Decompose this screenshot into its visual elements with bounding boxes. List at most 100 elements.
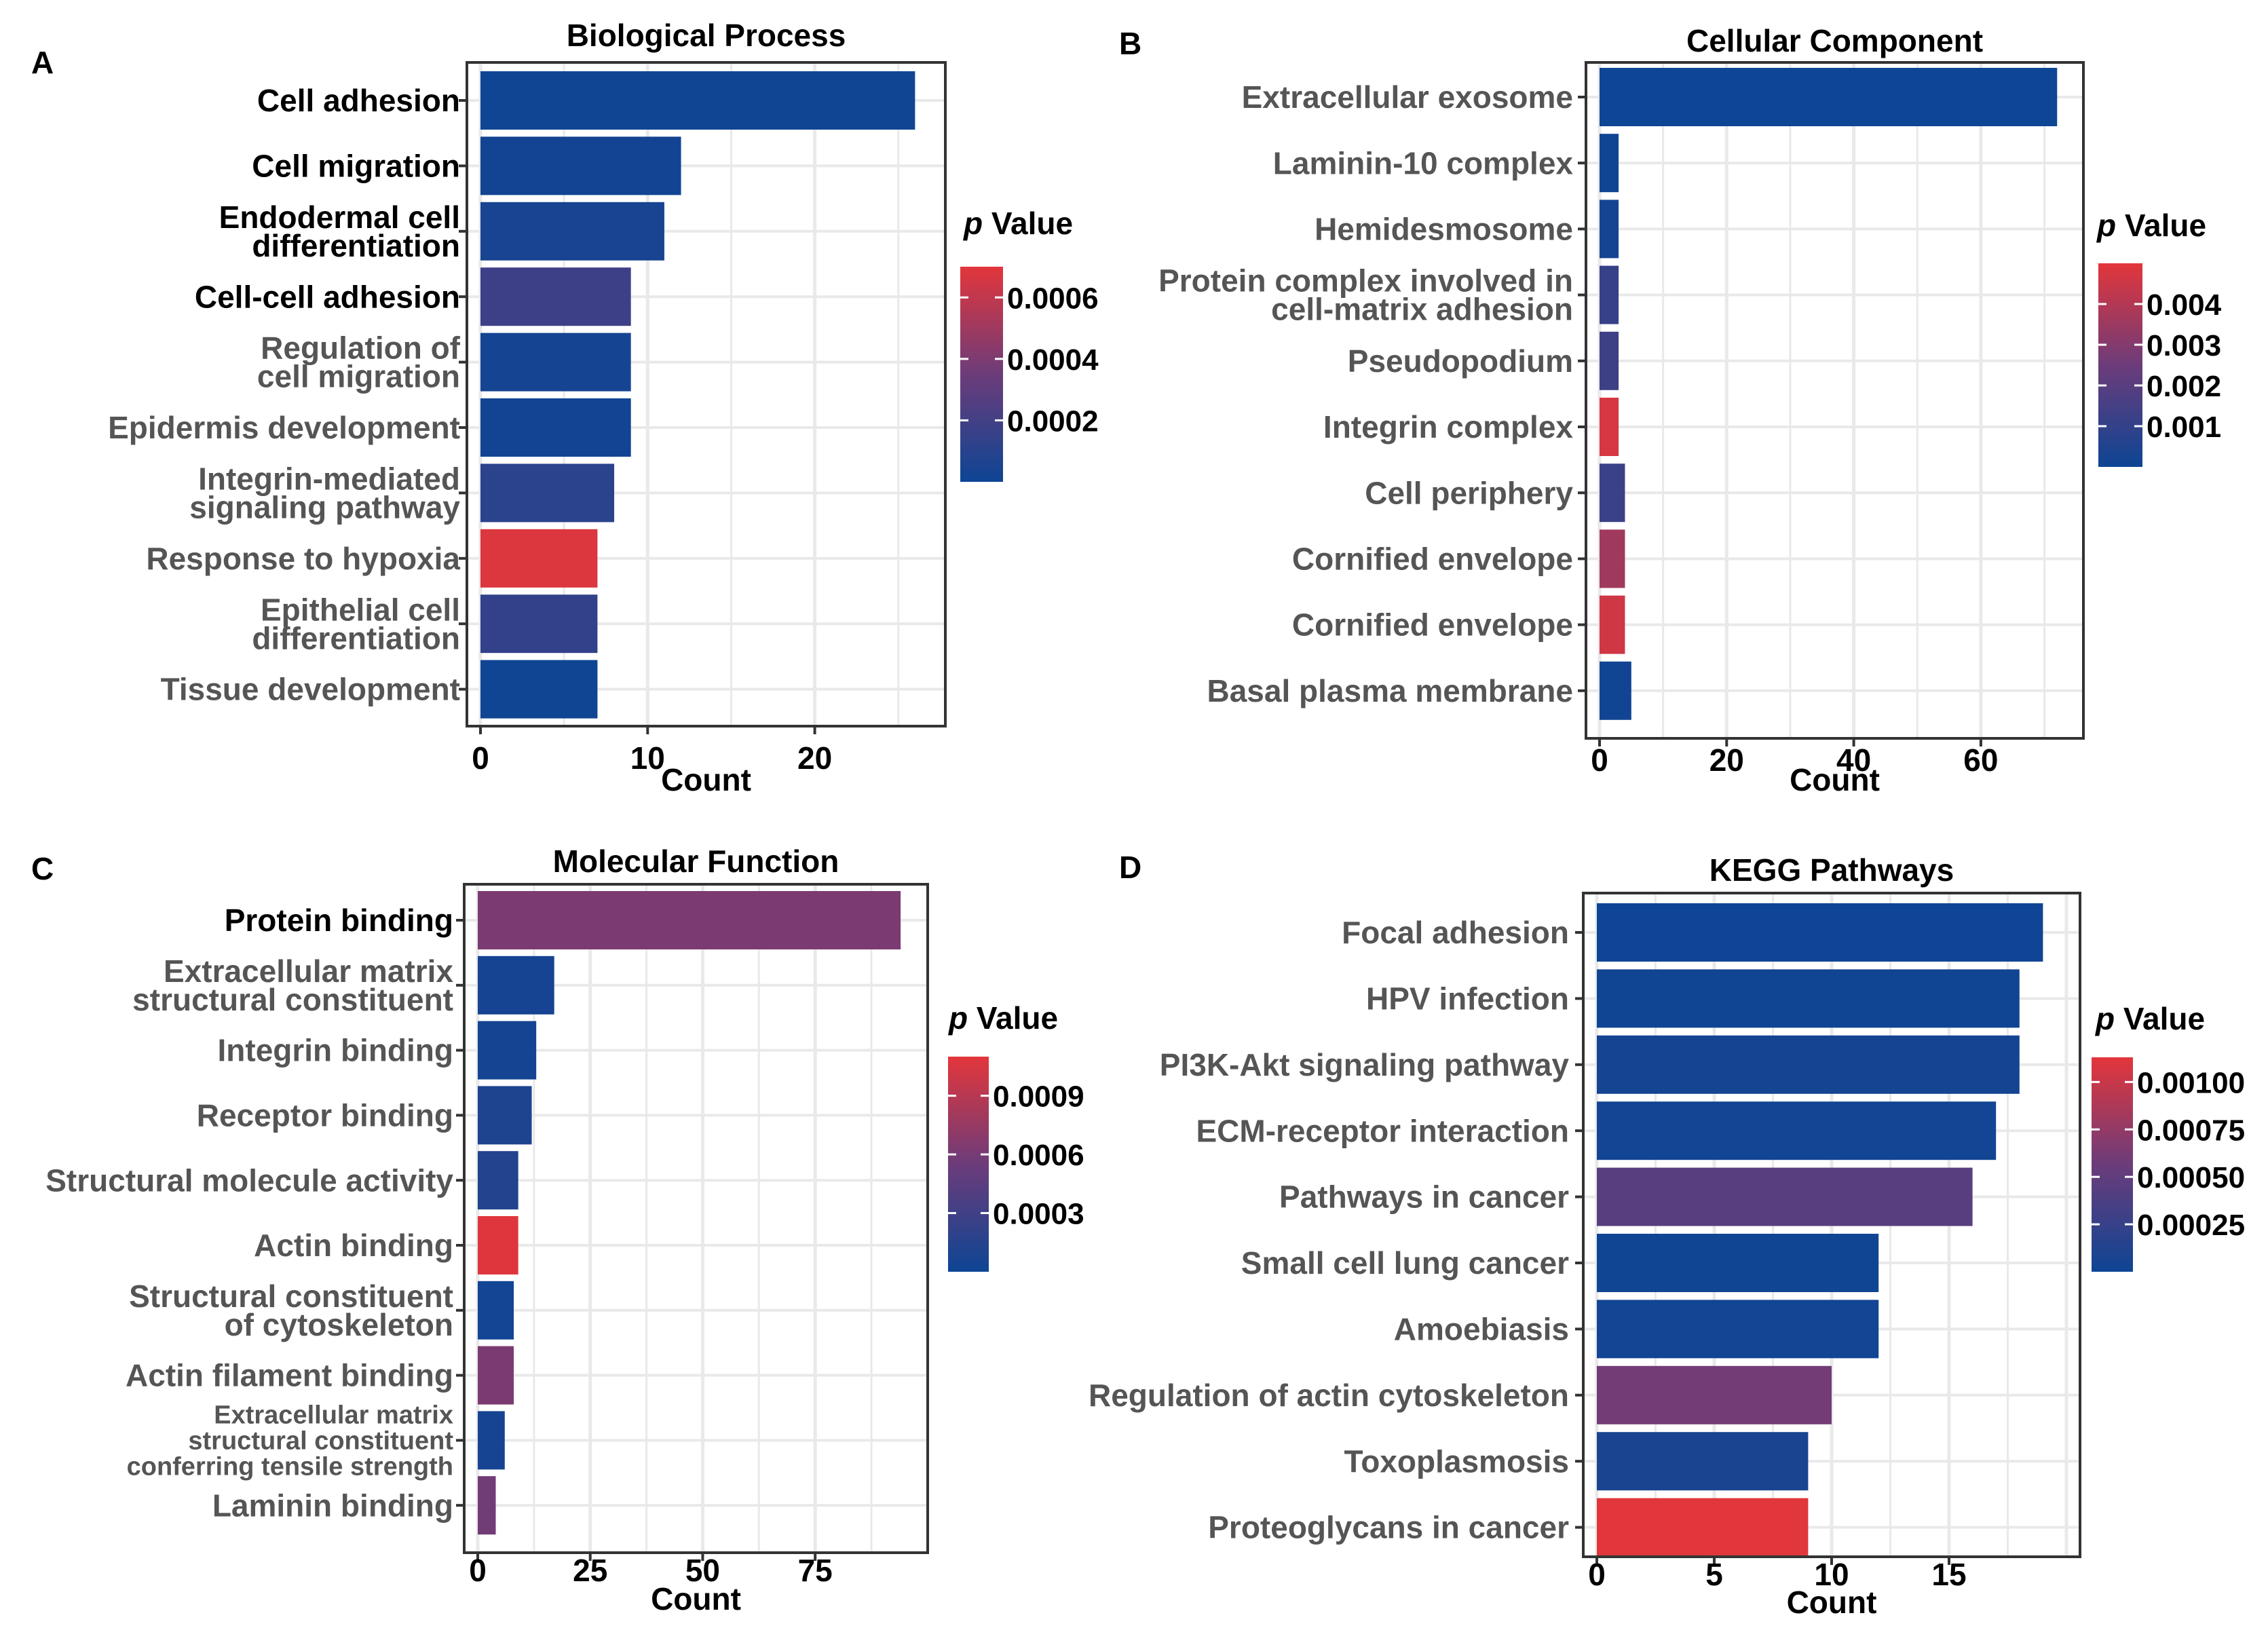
category-label-line: Focal adhesion: [1342, 915, 1569, 950]
category-label-line: Regulation of actin cytoskeleton: [1089, 1378, 1569, 1413]
category-label-line: Pathways in cancer: [1279, 1179, 1569, 1215]
category-label-line: Proteoglycans in cancer: [1208, 1510, 1569, 1545]
legend-tick-label: 0.00075: [2137, 1114, 2245, 1147]
category-label-line: HPV infection: [1366, 981, 1569, 1017]
bar: [478, 1346, 514, 1405]
category-label-line: Extracellular matrix: [164, 953, 453, 989]
category-label-line: cell-matrix adhesion: [1271, 292, 1573, 327]
x-axis-label: Count: [651, 1581, 741, 1616]
category-label: Receptor binding: [197, 1098, 453, 1133]
x-tick-label: 10: [1814, 1557, 1849, 1592]
bar: [1597, 1432, 1809, 1491]
bar: [478, 1216, 518, 1274]
category-label: Tissue development: [161, 672, 460, 707]
category-label-line: cell migration: [257, 359, 460, 394]
legend-title-rest: Value: [2116, 208, 2206, 243]
category-label: Cell adhesion: [257, 83, 460, 118]
x-axis-label: Count: [661, 762, 751, 797]
x-tick-label: 10: [630, 740, 665, 776]
bar: [1600, 134, 1619, 193]
category-label: Cell periphery: [1365, 475, 1573, 510]
category-label: Response to hypoxia: [146, 541, 460, 576]
legend-title-p: p: [947, 1000, 968, 1036]
bar: [480, 398, 631, 457]
bar: [480, 71, 915, 130]
category-label: Structural constituent of cytoskeleton: [129, 1279, 453, 1342]
bar: [478, 956, 554, 1015]
category-label: Structural molecule activity: [45, 1162, 453, 1198]
bar: [1600, 68, 2058, 126]
legend-colorbar: [960, 267, 1003, 482]
panel-a: A Biological Process Cell adhesion Cell mig…: [31, 18, 1099, 797]
bar: [1600, 595, 1625, 654]
category-label-line: ECM-receptor interaction: [1196, 1113, 1569, 1148]
x-tick-label: 5: [1705, 1557, 1723, 1592]
plot-frame: [466, 61, 947, 727]
legend-title: p Value: [2096, 208, 2206, 243]
category-label: Protein complex involved in cell-matrix a…: [1158, 263, 1573, 327]
category-label-line: signaling pathway: [189, 490, 460, 525]
bar: [1597, 1101, 1997, 1160]
x-tick-label: 20: [1709, 742, 1744, 778]
category-label: Actin binding: [254, 1228, 453, 1263]
category-label-line: Tissue development: [161, 672, 460, 707]
x-tick-label: 60: [1963, 742, 1998, 778]
bar: [1597, 1035, 2020, 1094]
legend-colorbar: [2092, 1057, 2133, 1272]
bar: [1600, 661, 1631, 720]
category-label: Pathways in cancer: [1279, 1179, 1569, 1215]
category-label: Cornified envelope: [1292, 607, 1573, 643]
panel-d: D KEGG Pathways Focal adhesion HPV infectio…: [1089, 850, 2245, 1620]
category-label-line: Actin filament binding: [126, 1358, 453, 1393]
x-tick-label: 50: [685, 1553, 720, 1588]
x-tick-label: 20: [797, 740, 832, 776]
legend-tick-label: 0.0009: [993, 1080, 1084, 1114]
legend-title-rest: Value: [968, 1000, 1058, 1036]
legend-title: p Value: [947, 1000, 1058, 1036]
bar: [1597, 1498, 1809, 1557]
legend-title: p Value: [2094, 1001, 2205, 1036]
category-label-line: Actin binding: [254, 1228, 453, 1263]
category-label-line: Laminin-10 complex: [1273, 145, 1574, 181]
category-label: Basal plasma membrane: [1207, 673, 1574, 708]
category-label-line: Pseudopodium: [1348, 343, 1573, 379]
panel-letter: A: [31, 45, 54, 80]
category-label-line: structural constituent: [132, 982, 453, 1017]
legend-tick-label: 0.0002: [1007, 404, 1099, 438]
x-tick-label: 0: [472, 740, 489, 776]
category-label-line: Cell migration: [252, 149, 460, 184]
category-label-line: Endodermal cell: [219, 200, 460, 235]
x-tick-label: 40: [1836, 742, 1871, 778]
category-label: Small cell lung cancer: [1241, 1245, 1569, 1281]
bar: [478, 1021, 537, 1080]
category-label-line: Integrin-mediated: [198, 461, 460, 497]
legend-tick-label: 0.00050: [2137, 1161, 2245, 1194]
x-tick-label: 0: [1591, 742, 1608, 778]
category-label: Extracellular matrix structural constitue…: [127, 1401, 454, 1481]
legend-tick-label: 0.003: [2147, 329, 2221, 362]
category-label-line: Cell-cell adhesion: [195, 279, 460, 314]
x-tick-label: 0: [469, 1553, 487, 1588]
category-label: Extracellular matrix structural constitue…: [132, 953, 453, 1017]
bar: [480, 267, 631, 326]
bar: [478, 891, 901, 949]
category-label-line: Laminin binding: [212, 1488, 453, 1523]
category-label: Cell-cell adhesion: [195, 279, 460, 314]
bar: [1600, 529, 1625, 588]
category-label-line: Small cell lung cancer: [1241, 1245, 1569, 1281]
category-label: PI3K-Akt signaling pathway: [1160, 1047, 1570, 1082]
panel-c: C Molecular Function Protein binding Extrac…: [31, 844, 1084, 1616]
category-label-line: Toxoplasmosis: [1344, 1443, 1569, 1479]
category-label: Epidermis development: [108, 410, 460, 445]
category-label: Endodermal cell differentiation: [219, 200, 460, 263]
bar: [480, 529, 598, 588]
legend-colorbar: [948, 1057, 989, 1272]
category-label: Regulation of actin cytoskeleton: [1089, 1378, 1569, 1413]
category-label: Cell migration: [252, 149, 460, 184]
category-label-line: structural constituent: [188, 1427, 453, 1456]
bar: [1597, 1234, 1879, 1292]
x-tick-label: 75: [798, 1553, 833, 1588]
category-label-line: of cytoskeleton: [225, 1307, 453, 1342]
legend-title-p: p: [962, 206, 983, 241]
